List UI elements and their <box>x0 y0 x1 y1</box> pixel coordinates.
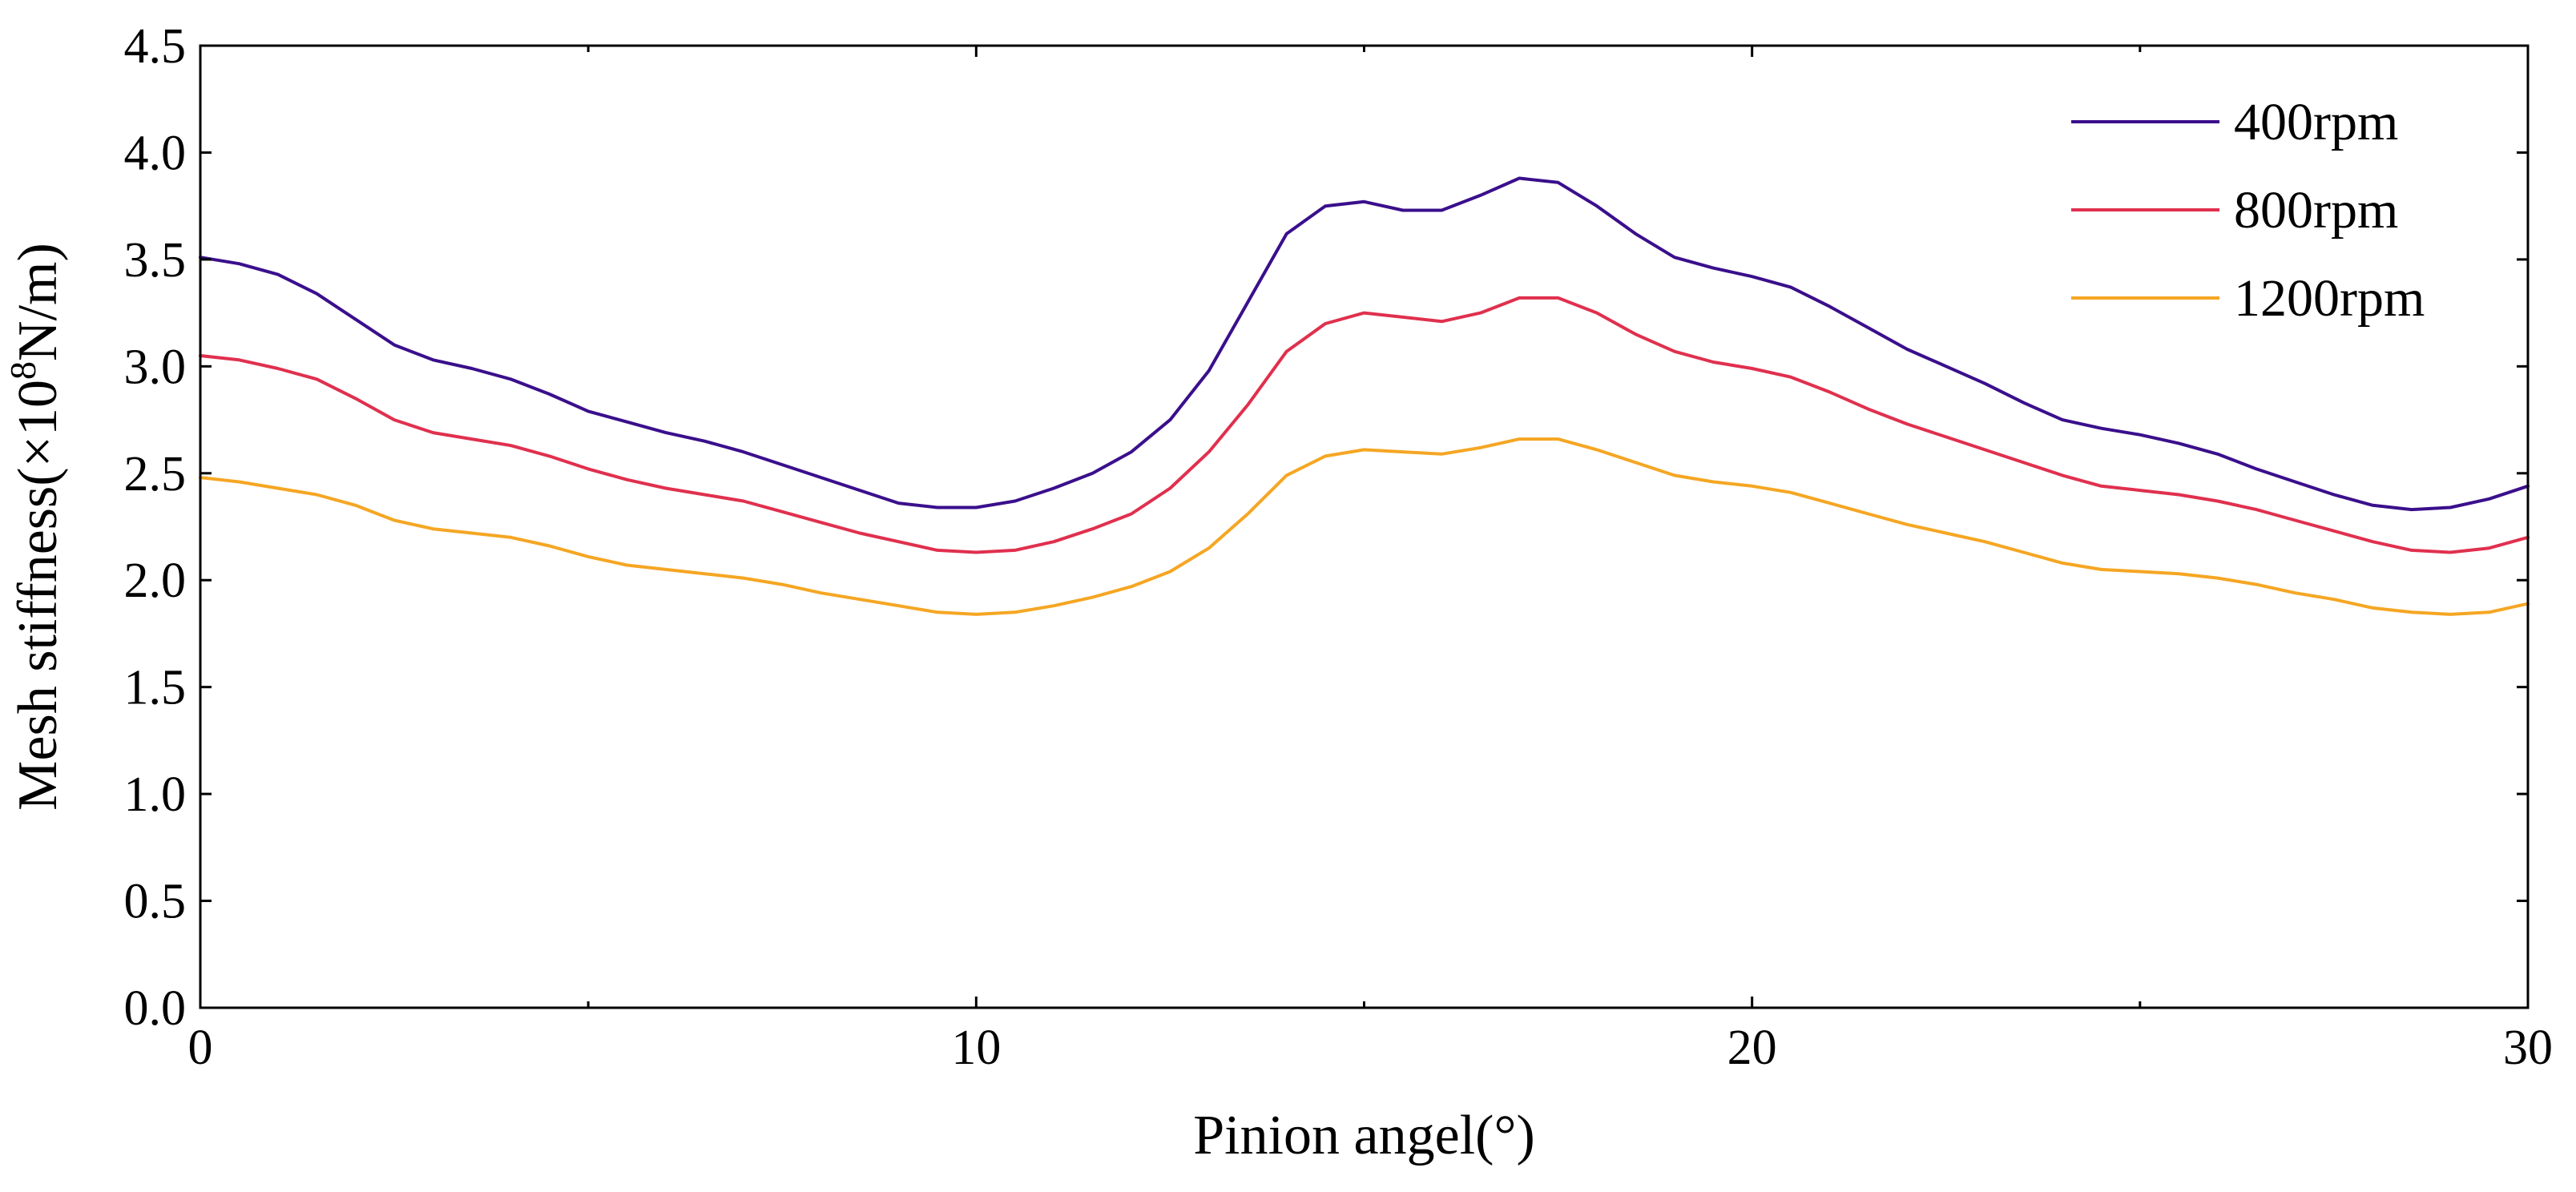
y-tick-label: 1.0 <box>124 767 187 822</box>
y-tick-label: 3.5 <box>124 233 187 288</box>
series-line-1200rpm <box>199 437 2530 616</box>
x-tick-label: 0 <box>188 1021 213 1075</box>
y-tick-label: 4.5 <box>124 19 187 74</box>
legend-label-1200rpm: 1200rpm <box>2234 269 2425 328</box>
axis-ticks: 0 10 20 30 0.0 0.5 1.0 1.5 2.0 2.5 3.0 3.5 4.0 4.5 <box>124 19 2554 1075</box>
y-axis-title-exponent: 8 <box>2 361 43 380</box>
y-tick-label: 0.0 <box>124 981 187 1036</box>
x-tick-label: 10 <box>951 1021 1001 1075</box>
x-axis-title: Pinion angel(°) <box>1193 1105 1535 1166</box>
series-lines <box>199 176 2530 616</box>
y-tick-label: 4.0 <box>124 126 187 180</box>
y-tick-label: 1.5 <box>124 661 187 715</box>
y-tick-label: 0.5 <box>124 875 187 929</box>
y-tick-label: 3.0 <box>124 340 187 394</box>
series-line-400rpm <box>199 176 2530 512</box>
y-axis-title: Mesh stiffness(×108N/m) <box>2 243 69 811</box>
y-axis-title-prefix: Mesh stiffness(×10 <box>7 380 69 811</box>
legend-label-800rpm: 800rpm <box>2234 181 2398 240</box>
y-tick-label: 2.5 <box>124 447 187 501</box>
x-tick-label: 20 <box>1727 1021 1777 1075</box>
legend: 400rpm 800rpm 1200rpm <box>2071 93 2425 328</box>
y-axis-title-suffix: N/m) <box>7 243 69 361</box>
plot-area-frame <box>199 44 2530 1009</box>
series-line-800rpm <box>199 296 2530 554</box>
y-tick-label: 2.0 <box>124 554 187 608</box>
legend-label-400rpm: 400rpm <box>2234 93 2398 151</box>
x-tick-label: 30 <box>2503 1021 2553 1075</box>
